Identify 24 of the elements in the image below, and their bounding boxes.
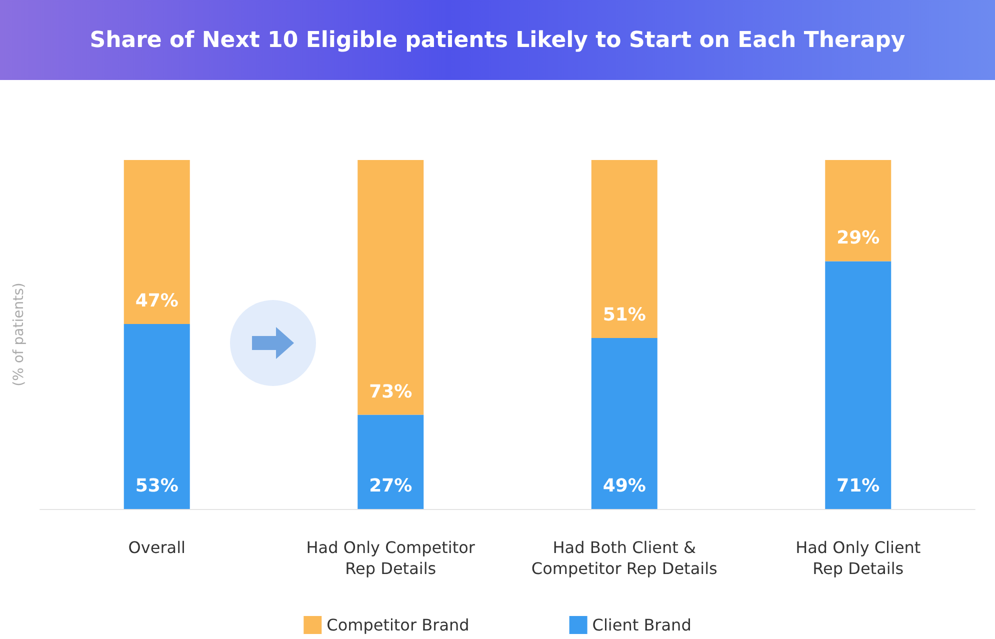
data-label: 49% <box>602 476 646 496</box>
y-axis-title: (% of patients) <box>11 282 27 386</box>
x-tick-label: Had Only Competitor Rep Details <box>306 538 476 578</box>
bar <box>591 338 658 509</box>
bar <box>825 261 892 509</box>
chart-title: Share of Next 10 Eligible patients Likely to Start on Each Therapy <box>90 28 906 52</box>
data-label: 73% <box>369 381 412 402</box>
data-label: 51% <box>602 304 646 326</box>
x-tick-label: Overall <box>128 538 186 557</box>
data-label: 71% <box>836 476 880 496</box>
bar <box>591 160 658 338</box>
data-label: 47% <box>135 290 178 312</box>
x-tick-label: Had Both Client & Competitor Rep Details <box>531 538 718 578</box>
bar <box>124 324 190 509</box>
bar <box>124 160 190 324</box>
legend-label: Competitor Brand <box>326 616 470 634</box>
legend-label: Client Brand <box>592 616 692 634</box>
bar <box>358 160 424 415</box>
data-label: 53% <box>135 476 178 496</box>
data-label: 29% <box>836 228 880 249</box>
data-label: 27% <box>369 476 412 496</box>
x-tick-label: Had Only Client Rep Details <box>796 538 921 578</box>
bar <box>825 160 892 262</box>
bar <box>358 414 424 509</box>
